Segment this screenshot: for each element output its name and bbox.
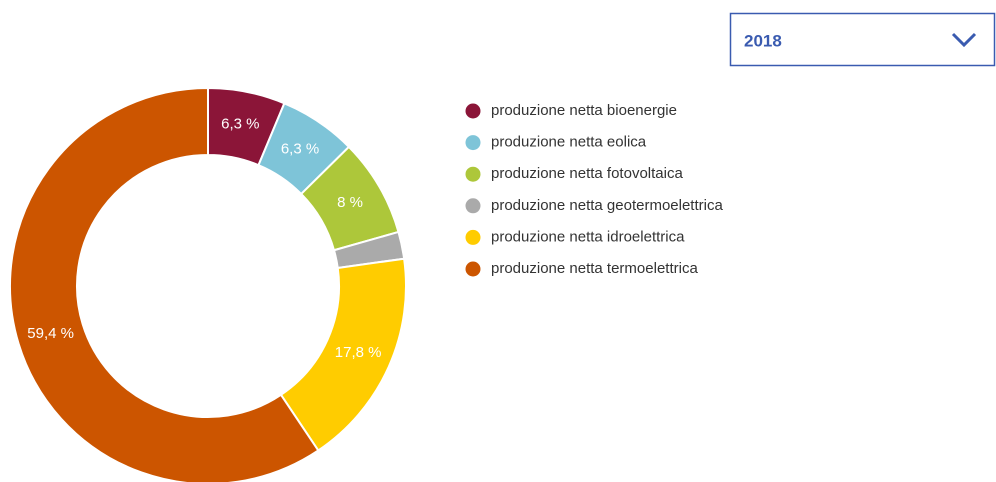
legend-label: produzione netta fotovoltaica bbox=[491, 165, 683, 182]
dropdown-value[interactable]: 2018 bbox=[744, 31, 782, 50]
legend-swatch bbox=[465, 198, 481, 214]
legend-label: produzione netta geotermoelettrica bbox=[491, 197, 723, 214]
slice-label: 6,3 % bbox=[221, 116, 259, 133]
legend-label: produzione netta bioenergie bbox=[491, 102, 677, 119]
slice-label: 17,8 % bbox=[335, 344, 382, 361]
legend-label: produzione netta eolica bbox=[491, 134, 647, 151]
legend-swatch bbox=[465, 261, 481, 277]
dropdown-box[interactable] bbox=[729, 12, 996, 67]
dropdown-chevron[interactable] bbox=[951, 32, 977, 48]
legend-swatch bbox=[465, 103, 481, 119]
legend-swatch bbox=[465, 135, 481, 151]
year-dropdown[interactable]: 2018 bbox=[729, 12, 996, 67]
slice-label: 8 % bbox=[337, 194, 363, 211]
legend-label: produzione netta termoelettrica bbox=[491, 260, 698, 277]
legend-label: produzione netta idroelettrica bbox=[491, 228, 685, 245]
legend-swatch bbox=[465, 229, 481, 245]
legend-swatch bbox=[465, 166, 481, 182]
slice-label: 6,3 % bbox=[281, 141, 319, 158]
donut-slice bbox=[9, 86, 320, 482]
slice-label: 59,4 % bbox=[27, 325, 74, 342]
